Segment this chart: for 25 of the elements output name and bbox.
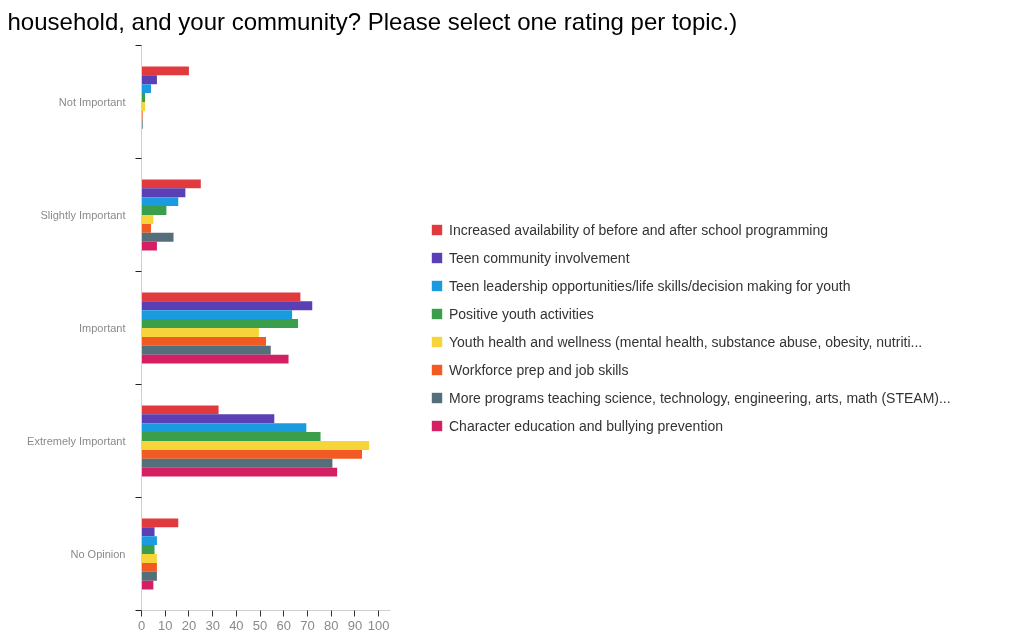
legend-label: Increased availability of before and after school programming: [449, 221, 828, 238]
x-tick-label: 10: [157, 617, 173, 633]
y-tick-label: Extremely Important: [27, 435, 126, 447]
y-tick-label: Important: [79, 322, 126, 334]
legend-label: Teen community involvement: [449, 249, 630, 266]
x-tick-label: 80: [323, 617, 339, 633]
legend-label: Youth health and wellness (mental health, substance abuse, obesity, nutriti...: [449, 333, 923, 350]
x-tick-label: 100: [367, 617, 390, 633]
x-tick-label: 60: [276, 617, 292, 633]
x-tick-label: 20: [181, 617, 197, 633]
legend-label: Workforce prep and job skills: [449, 361, 629, 378]
y-tick-label: No Opinion: [70, 548, 126, 560]
x-tick-label: 90: [347, 617, 363, 633]
y-tick-label: Slightly Important: [40, 209, 126, 221]
x-tick-label: 40: [229, 617, 244, 633]
chart-title: household, and your community? Please select one rating per topic.): [7, 7, 738, 35]
x-tick-label: 50: [252, 617, 268, 633]
x-tick-label: 0: [137, 617, 146, 633]
x-tick-label: 30: [205, 617, 220, 633]
legend-label: More programs teaching science, technology, engineering, arts, math (STEAM)...: [449, 389, 951, 406]
legend-label: Character education and bullying prevention: [449, 417, 723, 434]
x-tick-label: 70: [300, 617, 315, 633]
legend-label: Positive youth activities: [449, 305, 594, 322]
legend-label: Teen leadership opportunities/life skills/decision making for youth: [449, 277, 851, 294]
y-tick-label: Not Important: [58, 96, 126, 108]
